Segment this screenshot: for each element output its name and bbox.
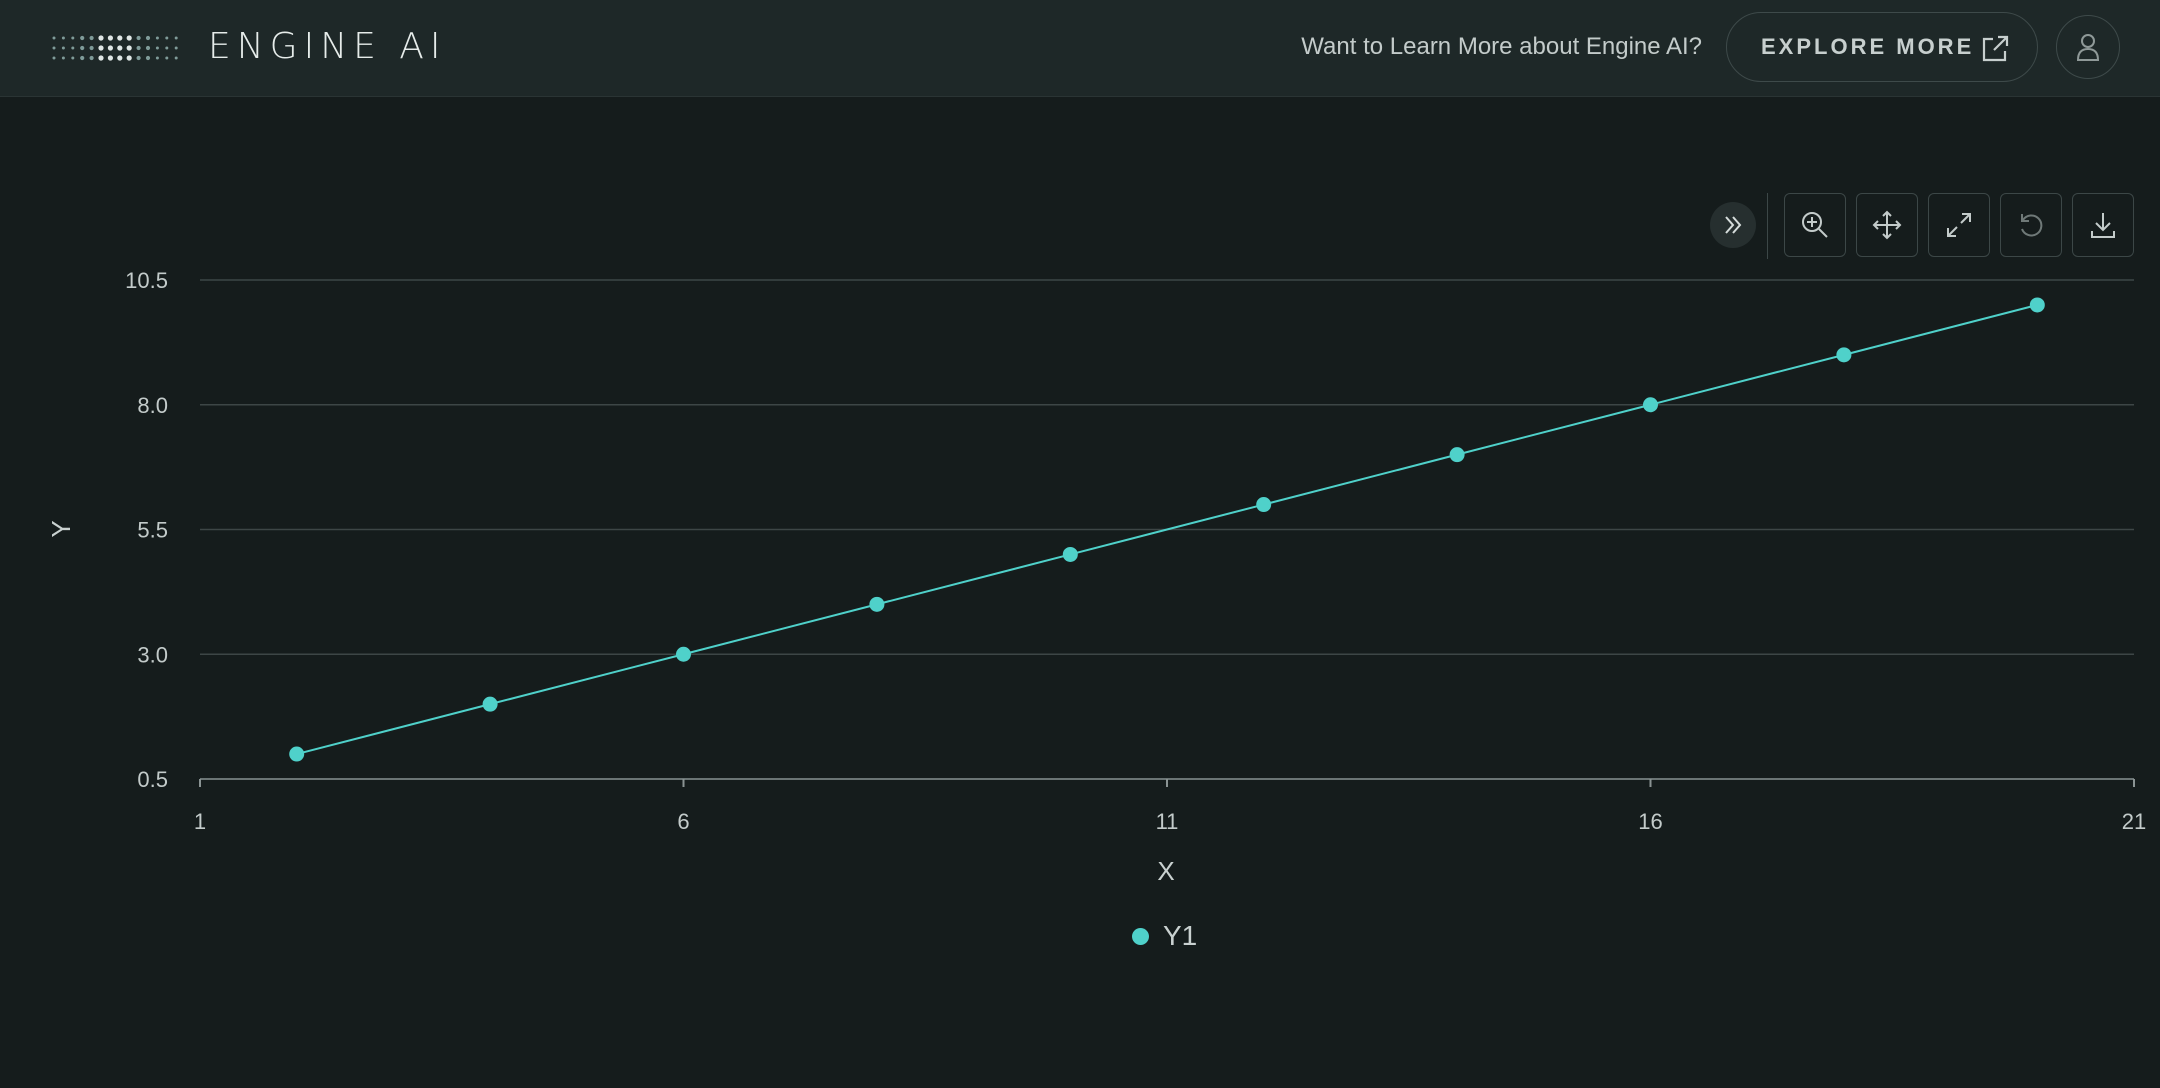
logo-dot — [165, 46, 169, 50]
logo-dot — [174, 36, 178, 40]
logo-dot — [165, 56, 169, 60]
logo-dot — [155, 36, 159, 40]
user-icon — [2076, 34, 2100, 61]
logo-dot — [174, 56, 178, 60]
y-tick-label: 0.5 — [137, 767, 168, 792]
data-point[interactable] — [1062, 546, 1078, 562]
zoom-in-icon — [1802, 212, 1828, 238]
logo-dot — [61, 36, 65, 40]
x-tick-label: 21 — [2122, 809, 2146, 834]
logo-dot — [155, 56, 159, 60]
pan-button[interactable] — [1856, 193, 1918, 257]
logo-dot — [117, 35, 123, 41]
data-point[interactable] — [869, 596, 885, 612]
data-point[interactable] — [1836, 347, 1852, 363]
zoom-in-button[interactable] — [1784, 193, 1846, 257]
x-tick-label: 16 — [1638, 809, 1662, 834]
logo-dot — [136, 55, 141, 61]
logo-dot — [98, 55, 104, 61]
logo-dot — [89, 55, 94, 61]
x-tick-label: 6 — [677, 809, 689, 834]
expand-icon — [1947, 213, 1971, 237]
external-link-icon — [1982, 35, 2009, 62]
series-line-y1 — [296, 303, 2038, 756]
logo-dot — [174, 46, 178, 50]
logo-dot — [80, 45, 85, 51]
toolbar-divider — [1767, 193, 1768, 259]
logo-dot — [117, 55, 123, 61]
line-chart: 0.53.05.58.010.51 6 11 16 21 X Y — [46, 268, 2146, 886]
logo-dot — [145, 45, 151, 51]
download-button[interactable] — [2072, 193, 2134, 257]
download-icon — [2091, 213, 2115, 238]
logo-dot — [61, 46, 65, 50]
top-bar: ENGINE AI Want to Learn More about Engin… — [0, 0, 2160, 97]
logo-dot — [52, 56, 56, 60]
user-account-button[interactable] — [2056, 15, 2120, 79]
logo-dot — [145, 35, 151, 41]
logo-dot — [145, 55, 151, 61]
logo-dot — [155, 46, 159, 50]
data-point[interactable] — [1449, 447, 1465, 463]
y-axis-label: Y — [46, 520, 76, 537]
reset-icon — [2021, 214, 2043, 237]
logo-dot — [98, 35, 104, 41]
collapse-toolbar-button[interactable] — [1710, 202, 1756, 248]
logo-dot — [89, 45, 94, 51]
logo-dot — [98, 45, 104, 51]
data-point[interactable] — [289, 746, 305, 762]
y-tick-label: 10.5 — [125, 268, 168, 293]
data-point[interactable] — [676, 646, 691, 662]
reset-button[interactable] — [2000, 193, 2062, 257]
logo-dot — [117, 45, 123, 51]
logo-dot — [52, 36, 56, 40]
y-tick-label: 8.0 — [137, 393, 168, 418]
logo-dot — [107, 45, 113, 51]
logo-dot — [165, 36, 169, 40]
logo-dot — [80, 55, 85, 61]
data-point[interactable] — [482, 696, 498, 712]
brand-logo: ENGINE AI — [208, 26, 447, 67]
logo-dot — [126, 55, 132, 61]
logo-dot — [107, 55, 113, 61]
logo-dot — [71, 56, 75, 60]
logo-dot — [136, 45, 141, 51]
logo-dot — [71, 36, 75, 40]
logo-dot — [89, 35, 94, 41]
legend-marker — [1132, 927, 1149, 945]
logo-dot — [61, 56, 65, 60]
collapse-icon — [1725, 216, 1742, 234]
logo-dot — [136, 35, 141, 41]
logo-dot — [107, 35, 113, 41]
data-point[interactable] — [2029, 297, 2045, 313]
pan-icon — [1872, 210, 1902, 240]
data-point[interactable] — [1256, 497, 1272, 513]
expand-button[interactable] — [1928, 193, 1990, 257]
x-axis-label: X — [1157, 856, 1174, 886]
learn-more-text: Want to Learn More about Engine AI? — [1301, 33, 1702, 60]
logo-dot — [80, 35, 85, 41]
legend-item-y1[interactable]: Y1 — [1132, 920, 1197, 952]
explore-more-button[interactable]: EXPLORE MORE — [1726, 12, 2038, 82]
x-tick-label: 1 — [194, 809, 206, 834]
legend-label: Y1 — [1163, 920, 1198, 951]
logo-dot — [71, 46, 75, 50]
data-point[interactable] — [1643, 397, 1658, 413]
logo-dots-icon — [52, 35, 178, 61]
explore-more-label: EXPLORE MORE — [1761, 34, 1975, 59]
logo-dot — [52, 46, 56, 50]
logo-dot — [126, 35, 132, 41]
x-tick-label: 11 — [1156, 809, 1179, 834]
y-tick-label: 3.0 — [137, 642, 168, 667]
y-tick-label: 5.5 — [137, 518, 168, 543]
logo-dot — [126, 45, 132, 51]
